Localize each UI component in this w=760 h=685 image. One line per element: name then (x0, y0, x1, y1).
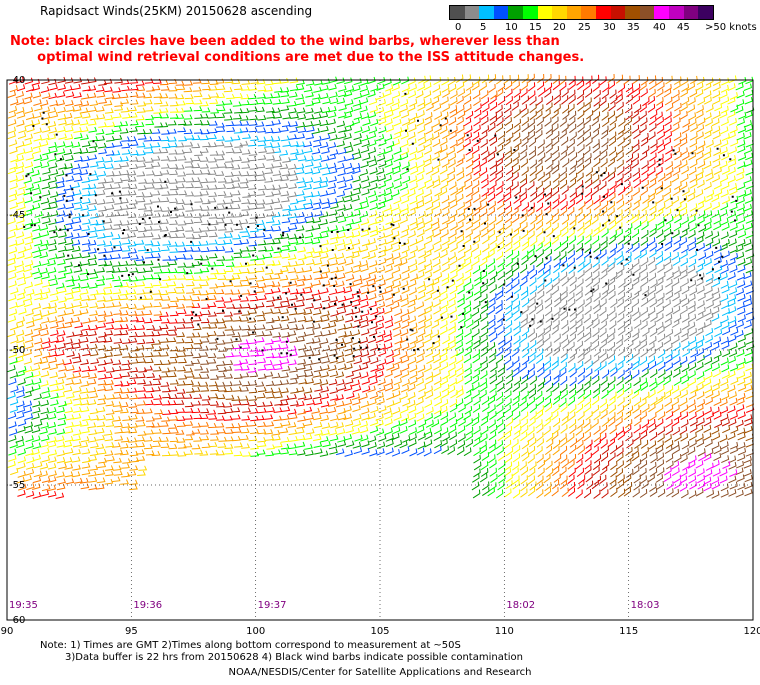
colorbar-swatch (450, 6, 465, 19)
time-label: 18:03 (631, 600, 660, 611)
colorbar-labels: 0 5 10 15 20 25 30 35 40 45 >50 knots (449, 22, 757, 36)
wind-barb-group (8, 74, 755, 499)
wind-barb-group (89, 97, 754, 498)
lon-label: 105 (370, 626, 389, 637)
colorbar-swatch (595, 6, 611, 19)
wind-barb-group (7, 74, 753, 498)
colorbar-label: 15 (529, 22, 542, 33)
wind-barb-group (8, 76, 754, 499)
lat-label: -60 (9, 615, 25, 626)
colorbar-swatch (639, 6, 655, 19)
map-title: Rapidsact Winds(25KM) 20150628 ascending (40, 4, 313, 18)
lon-label: 90 (1, 626, 14, 637)
colorbar-label: 5 (480, 22, 487, 33)
colorbar-label: 30 (603, 22, 616, 33)
colorbar-label: 25 (578, 22, 591, 33)
colorbar-swatch (537, 6, 553, 19)
wind-barb-group (41, 76, 753, 499)
wind-barb-group (7, 73, 754, 497)
time-label: 19:35 (9, 600, 38, 611)
colorbar-label: 10 (505, 22, 518, 33)
time-label: 19:37 (258, 600, 287, 611)
lat-label: -50 (9, 345, 25, 356)
colorbar-label: 20 (553, 22, 566, 33)
lon-label: 110 (495, 626, 514, 637)
colorbar-swatch (508, 6, 523, 19)
colorbar-swatch (668, 6, 684, 19)
time-label: 19:36 (133, 600, 162, 611)
colorbar-swatch (479, 6, 494, 19)
colorbar-swatch (610, 6, 626, 19)
wind-barb-group (184, 110, 754, 499)
map-frame (6, 79, 754, 621)
colorbar-label: >50 knots (705, 22, 757, 33)
lon-label: 95 (125, 626, 138, 637)
wind-barb-group (225, 336, 738, 492)
lat-label: -55 (9, 480, 25, 491)
wind-barb-group (7, 128, 738, 413)
wind-barbs-layer (7, 73, 755, 499)
contamination-note: Note: black circles have been added to t… (10, 34, 585, 65)
colorbar-swatch (464, 6, 480, 19)
colorbar-swatch (566, 6, 582, 19)
colorbar-swatch (581, 6, 596, 19)
lat-label: -45 (9, 210, 25, 221)
colorbar-swatches (449, 5, 714, 20)
colorbar-swatch (552, 6, 567, 19)
footer-note-line-2: 3)Data buffer is 22 hrs from 20150628 4)… (65, 652, 523, 663)
colorbar-swatch (493, 6, 509, 19)
colorbar-swatch (625, 6, 640, 19)
colorbar-label: 40 (653, 22, 666, 33)
wind-barb-group (7, 105, 755, 499)
colorbar-label: 0 (455, 22, 462, 33)
lat-label: -40 (9, 75, 25, 86)
wind-barb-group (7, 74, 754, 499)
colorbar-swatch (698, 6, 713, 19)
colorbar-swatch (654, 6, 669, 19)
colorbar-swatch (522, 6, 538, 19)
colorbar-label: 35 (627, 22, 640, 33)
colorbar-label: 45 (677, 22, 690, 33)
colorbar-swatch (683, 6, 699, 19)
time-label: 18:02 (506, 600, 535, 611)
wind-barb-group (88, 140, 722, 365)
footer-note-line-1: Note: 1) Times are GMT 2)Times along bot… (40, 640, 461, 651)
lon-label: 100 (246, 626, 265, 637)
footer-credit: NOAA/NESDIS/Center for Satellite Applica… (228, 667, 532, 678)
wind-speed-colorbar: 0 5 10 15 20 25 30 35 40 45 >50 knots (449, 5, 757, 36)
lon-label: 115 (619, 626, 638, 637)
lon-label: 120 (743, 626, 760, 637)
